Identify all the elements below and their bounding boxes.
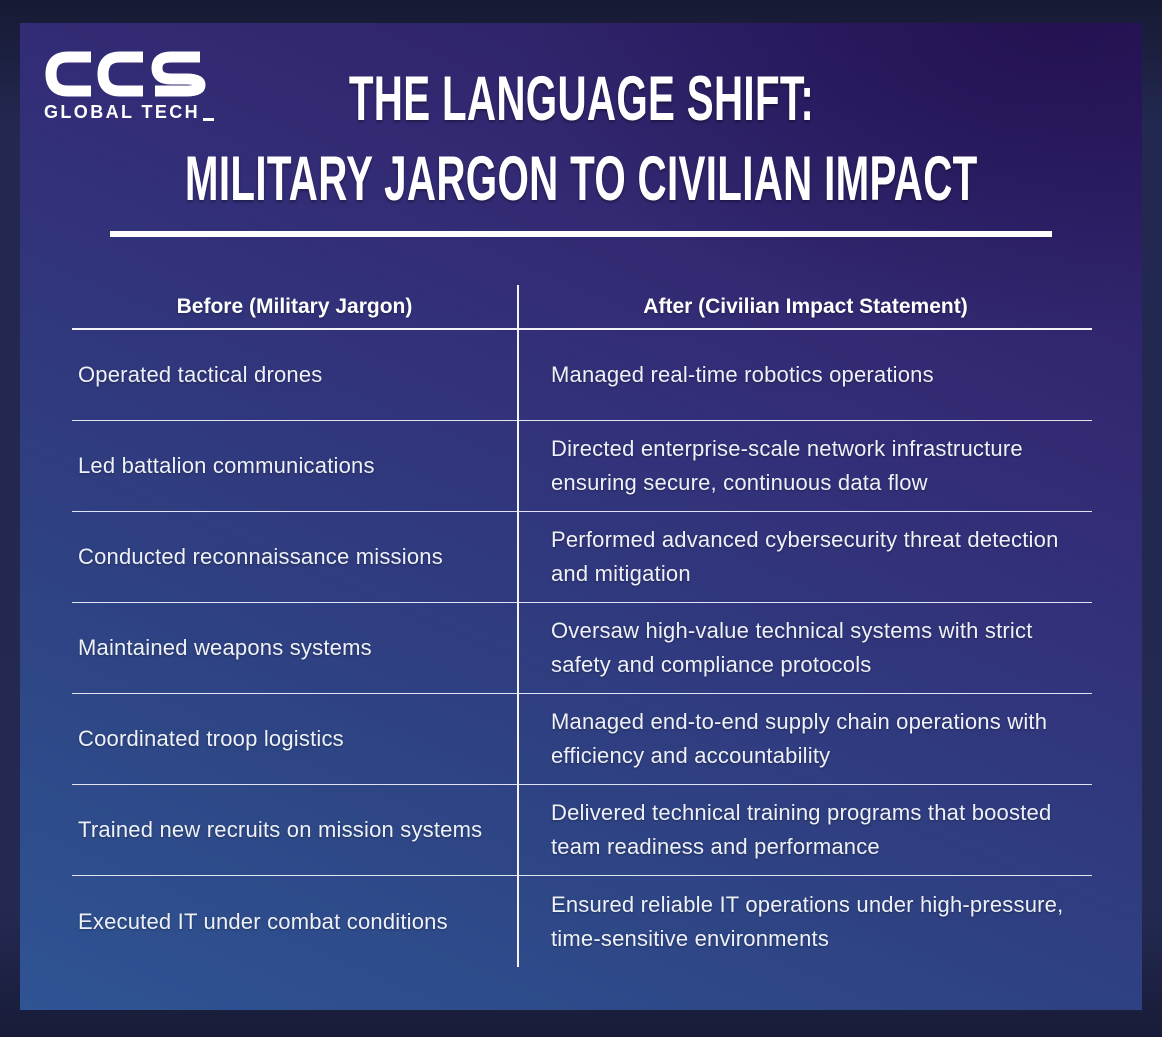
before-text: Conducted reconnaissance missions	[78, 544, 443, 569]
logo-tagline: GLOBAL TECH	[44, 102, 214, 123]
table-row-before-cell: Led battalion communications	[72, 421, 517, 512]
table-row-before-cell: Executed IT under combat conditions	[72, 876, 517, 967]
table-row-before-cell: Coordinated troop logistics	[72, 694, 517, 785]
title-line-2-text: MILITARY JARGON TO CIVILIAN IMPACT	[184, 144, 978, 214]
comparison-table: Before (Military Jargon) After (Civilian…	[72, 285, 1092, 967]
table-row-after-cell: Managed real-time robotics operations	[517, 330, 1092, 421]
table-row-after-cell: Directed enterprise-scale network infras…	[517, 421, 1092, 512]
ccs-logo: GLOBAL TECH	[44, 51, 214, 123]
title-line-1-text: THE LANGUAGE SHIFT:	[348, 64, 814, 134]
after-text: Directed enterprise-scale network infras…	[551, 436, 1023, 495]
logo-tagline-text: GLOBAL TECH	[44, 102, 201, 122]
column-header-after: After (Civilian Impact Statement)	[517, 285, 1092, 330]
column-header-before-text: Before (Military Jargon)	[176, 294, 413, 318]
table-row-after-cell: Ensured reliable IT operations under hig…	[517, 876, 1092, 967]
after-text: Ensured reliable IT operations under hig…	[551, 891, 1064, 951]
title-line-2: MILITARY JARGON TO CIVILIAN IMPACT	[20, 139, 1142, 219]
before-text: Coordinated troop logistics	[78, 726, 344, 751]
table-row-after-cell: Managed end-to-end supply chain operatio…	[517, 694, 1092, 785]
before-text: Led battalion communications	[78, 453, 375, 478]
table-row-before-cell: Maintained weapons systems	[72, 603, 517, 694]
logo-underline-dash-icon	[203, 118, 214, 121]
after-text: Oversaw high-value technical systems wit…	[551, 618, 1033, 677]
before-text: Trained new recruits on mission systems	[78, 817, 483, 842]
column-header-before: Before (Military Jargon)	[72, 285, 517, 330]
table-row-before-cell: Trained new recruits on mission systems	[72, 785, 517, 876]
before-text: Maintained weapons systems	[78, 635, 372, 660]
after-text: Managed end-to-end supply chain operatio…	[551, 709, 1048, 768]
after-text: Delivered technical training programs th…	[551, 800, 1052, 859]
before-text: Operated tactical drones	[78, 362, 323, 387]
page-title: THE LANGUAGE SHIFT: MILITARY JARGON TO C…	[20, 59, 1142, 237]
table-row-after-cell: Delivered technical training programs th…	[517, 785, 1092, 876]
after-text: Performed advanced cybersecurity threat …	[551, 527, 1059, 586]
column-header-after-text: After (Civilian Impact Statement)	[643, 294, 968, 318]
title-divider	[110, 231, 1052, 237]
table-row-before-cell: Conducted reconnaissance missions	[72, 512, 517, 603]
table-row-after-cell: Oversaw high-value technical systems wit…	[517, 603, 1092, 694]
before-text: Executed IT under combat conditions	[78, 908, 448, 934]
table-row-after-cell: Performed advanced cybersecurity threat …	[517, 512, 1092, 603]
after-text: Managed real-time robotics operations	[551, 362, 934, 387]
ccs-brand-mark-icon	[45, 51, 206, 97]
infographic-panel: GLOBAL TECH THE LANGUAGE SHIFT: MILITARY…	[20, 23, 1142, 1010]
title-line-1: THE LANGUAGE SHIFT:	[20, 59, 1142, 139]
table-row-before-cell: Operated tactical drones	[72, 330, 517, 421]
